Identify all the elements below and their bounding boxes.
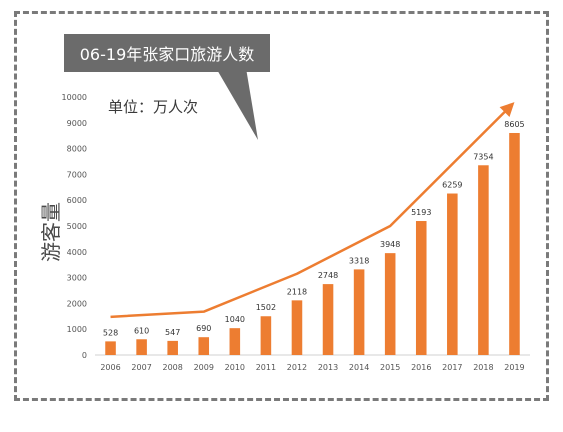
trend-line xyxy=(110,102,515,319)
data-label: 1040 xyxy=(225,315,245,324)
data-label: 3318 xyxy=(349,256,369,265)
trend-arrowhead xyxy=(499,102,515,118)
x-tick-label: 2018 xyxy=(473,363,493,372)
x-tick-label: 2010 xyxy=(225,363,245,372)
bar xyxy=(105,341,116,355)
bar xyxy=(260,316,272,355)
data-label: 7354 xyxy=(473,152,493,161)
data-label: 5193 xyxy=(411,208,431,217)
x-tick-labels: 2006 2007 2008 2009 2010 2011 2012 2013 2014 2015… xyxy=(100,363,524,372)
bar xyxy=(198,337,210,355)
bar xyxy=(136,339,147,355)
chart-title: 06-19年张家口旅游人数 xyxy=(79,45,255,64)
bar xyxy=(509,132,520,355)
x-tick-label: 2008 xyxy=(162,363,182,372)
bars xyxy=(105,132,520,355)
y-tick-labels: 0 1000 2000 3000 4000 5000 6000 7000 8000 9000 100… xyxy=(62,93,87,360)
y-tick-label: 1000 xyxy=(67,325,87,334)
x-tick-label: 2015 xyxy=(380,363,400,372)
data-labels: 528 610 547 690 1040 1502 2118 2748 3318 3948 5193… xyxy=(103,120,525,337)
bar xyxy=(229,328,241,355)
callout-pointer xyxy=(216,68,258,140)
dashed-frame xyxy=(14,11,549,401)
data-label: 2118 xyxy=(287,287,307,296)
y-tick-label: 10000 xyxy=(62,93,87,102)
trend-line-path xyxy=(110,108,509,319)
y-tick-label: 7000 xyxy=(67,170,87,179)
bar xyxy=(353,269,365,355)
y-tick-label: 9000 xyxy=(67,119,87,128)
x-tick-label: 2019 xyxy=(504,363,524,372)
data-label: 690 xyxy=(196,324,211,333)
data-label: 1502 xyxy=(256,303,276,312)
x-tick-label: 2007 xyxy=(131,363,151,372)
unit-label: 单位：万人次 xyxy=(108,98,198,116)
chart-title-callout: 06-19年张家口旅游人数 xyxy=(64,34,270,72)
y-tick-label: 8000 xyxy=(67,145,87,154)
data-label: 547 xyxy=(165,328,180,337)
x-tick-label: 2012 xyxy=(287,363,307,372)
y-axis-title: 游客量 xyxy=(39,202,63,262)
bar xyxy=(322,284,334,355)
x-tick-label: 2013 xyxy=(318,363,338,372)
data-label: 610 xyxy=(134,326,149,335)
data-label: 2748 xyxy=(318,271,338,280)
bar xyxy=(478,165,489,355)
y-tick-label: 2000 xyxy=(67,299,87,308)
x-tick-label: 2016 xyxy=(411,363,431,372)
bar xyxy=(167,340,178,355)
y-tick-label: 4000 xyxy=(67,248,87,257)
x-tick-label: 2014 xyxy=(349,363,369,372)
y-tick-label: 0 xyxy=(82,351,87,360)
x-tick-label: 2009 xyxy=(194,363,214,372)
bar xyxy=(415,221,427,355)
x-tick-label: 2017 xyxy=(442,363,462,372)
data-label: 8605 xyxy=(504,120,524,129)
data-label: 6259 xyxy=(442,181,462,190)
y-tick-label: 5000 xyxy=(67,222,87,231)
bar xyxy=(291,300,303,355)
y-tick-label: 6000 xyxy=(67,196,87,205)
x-tick-label: 2006 xyxy=(100,363,120,372)
bar xyxy=(447,193,458,355)
y-tick-label: 3000 xyxy=(67,274,87,283)
data-label: 528 xyxy=(103,328,118,337)
x-tick-label: 2011 xyxy=(256,363,276,372)
bar xyxy=(384,253,396,355)
data-label: 3948 xyxy=(380,240,400,249)
